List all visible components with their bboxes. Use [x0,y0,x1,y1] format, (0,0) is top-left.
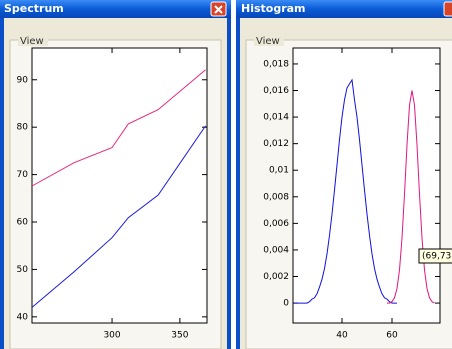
y-tick-label: 0,008 [263,192,289,202]
y-tick-label: 70 [17,170,29,180]
y-tick-label: 50 [17,265,29,275]
y-tick-label: 80 [17,123,29,133]
y-tick-label: 0,01 [269,166,289,176]
window-title: Histogram [241,2,306,15]
title-bar [236,0,452,18]
y-tick-label: 0,002 [263,272,289,282]
title-bar [0,0,231,18]
y-tick-label: 0,012 [263,139,289,149]
y-tick-label: 60 [17,218,29,228]
y-tick-label: 40 [17,312,29,322]
x-tick-label: 60 [386,331,398,341]
y-tick-label: 0,016 [263,86,289,96]
plot-area [292,47,441,324]
group-label: View [256,36,280,47]
y-tick-label: 90 [17,75,29,85]
group-label-bg [254,34,284,46]
tooltip [418,248,452,264]
group-label-bg [18,34,48,46]
y-tick-label: 0,004 [263,245,289,255]
y-tick-label: 0,014 [263,113,289,123]
y-tick-label: 0 [283,299,289,309]
x-tick-label: 350 [171,331,188,341]
x-tick-label: 40 [336,331,348,341]
charts: 40 50 60 70 80 90 300 350 0 0,002 0,004 0,006 0,008 0… [17,48,440,341]
series-line [31,69,206,187]
series-line [294,78,397,304]
x-tick-label: 300 [103,331,120,341]
series-line [31,125,207,308]
window-title: Spectrum [4,2,64,15]
y-tick-label: 0,006 [263,219,289,229]
group-label: View [20,36,44,47]
close-button[interactable] [443,1,452,17]
plot-area [31,47,208,324]
series-line [387,90,435,304]
y-tick-label: 0,018 [263,59,289,69]
tooltip-text: (69,73 [422,252,451,262]
close-icon [214,5,223,14]
